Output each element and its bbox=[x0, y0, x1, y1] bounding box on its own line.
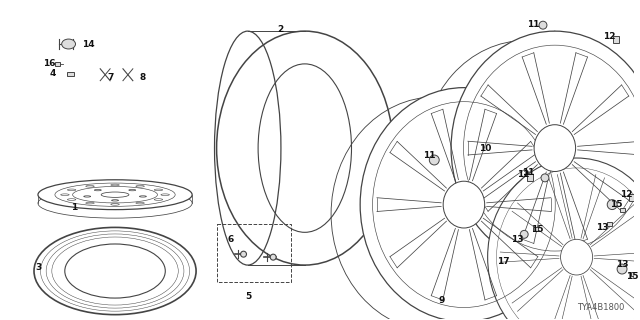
Ellipse shape bbox=[520, 230, 528, 238]
Text: 3: 3 bbox=[36, 263, 42, 272]
FancyBboxPatch shape bbox=[532, 228, 538, 231]
Text: 16: 16 bbox=[43, 59, 55, 68]
Text: 11: 11 bbox=[527, 20, 540, 29]
Text: 11: 11 bbox=[522, 168, 534, 177]
FancyBboxPatch shape bbox=[632, 272, 636, 276]
Ellipse shape bbox=[541, 174, 549, 182]
Text: 9: 9 bbox=[438, 296, 444, 305]
Text: 7: 7 bbox=[107, 73, 113, 82]
Text: 1: 1 bbox=[72, 203, 77, 212]
Ellipse shape bbox=[607, 200, 617, 210]
FancyBboxPatch shape bbox=[607, 222, 612, 227]
Ellipse shape bbox=[539, 21, 547, 29]
Text: 14: 14 bbox=[82, 39, 95, 49]
Text: TYA4B1800: TYA4B1800 bbox=[577, 303, 624, 312]
Text: 13: 13 bbox=[596, 223, 609, 232]
Ellipse shape bbox=[429, 155, 439, 165]
Ellipse shape bbox=[38, 180, 192, 210]
Ellipse shape bbox=[617, 264, 627, 274]
FancyBboxPatch shape bbox=[55, 62, 60, 66]
Text: 6: 6 bbox=[228, 235, 234, 244]
Ellipse shape bbox=[360, 88, 568, 320]
Text: 15: 15 bbox=[531, 225, 543, 234]
Text: 8: 8 bbox=[140, 73, 146, 82]
Text: 11: 11 bbox=[423, 150, 436, 160]
Text: 4: 4 bbox=[49, 69, 56, 78]
Ellipse shape bbox=[443, 181, 484, 228]
Bar bbox=[217, 224, 291, 282]
Text: 12: 12 bbox=[603, 32, 616, 41]
Ellipse shape bbox=[488, 158, 640, 320]
FancyBboxPatch shape bbox=[613, 36, 619, 43]
Text: 12: 12 bbox=[620, 190, 632, 199]
Text: 13: 13 bbox=[511, 235, 524, 244]
FancyBboxPatch shape bbox=[67, 72, 74, 76]
FancyBboxPatch shape bbox=[629, 194, 635, 201]
Text: 10: 10 bbox=[479, 144, 492, 153]
FancyBboxPatch shape bbox=[620, 208, 625, 212]
Text: 5: 5 bbox=[245, 292, 252, 301]
Ellipse shape bbox=[61, 39, 76, 49]
Text: 13: 13 bbox=[616, 260, 628, 268]
FancyBboxPatch shape bbox=[527, 174, 533, 181]
Text: 15: 15 bbox=[626, 272, 638, 282]
Ellipse shape bbox=[561, 239, 593, 275]
Ellipse shape bbox=[270, 254, 276, 260]
Text: 12: 12 bbox=[517, 170, 529, 180]
Ellipse shape bbox=[241, 251, 246, 257]
Ellipse shape bbox=[101, 192, 129, 197]
Ellipse shape bbox=[534, 125, 575, 172]
Text: 17: 17 bbox=[497, 257, 510, 266]
Text: 2: 2 bbox=[277, 25, 284, 34]
Ellipse shape bbox=[451, 31, 640, 265]
Text: 15: 15 bbox=[610, 200, 622, 209]
